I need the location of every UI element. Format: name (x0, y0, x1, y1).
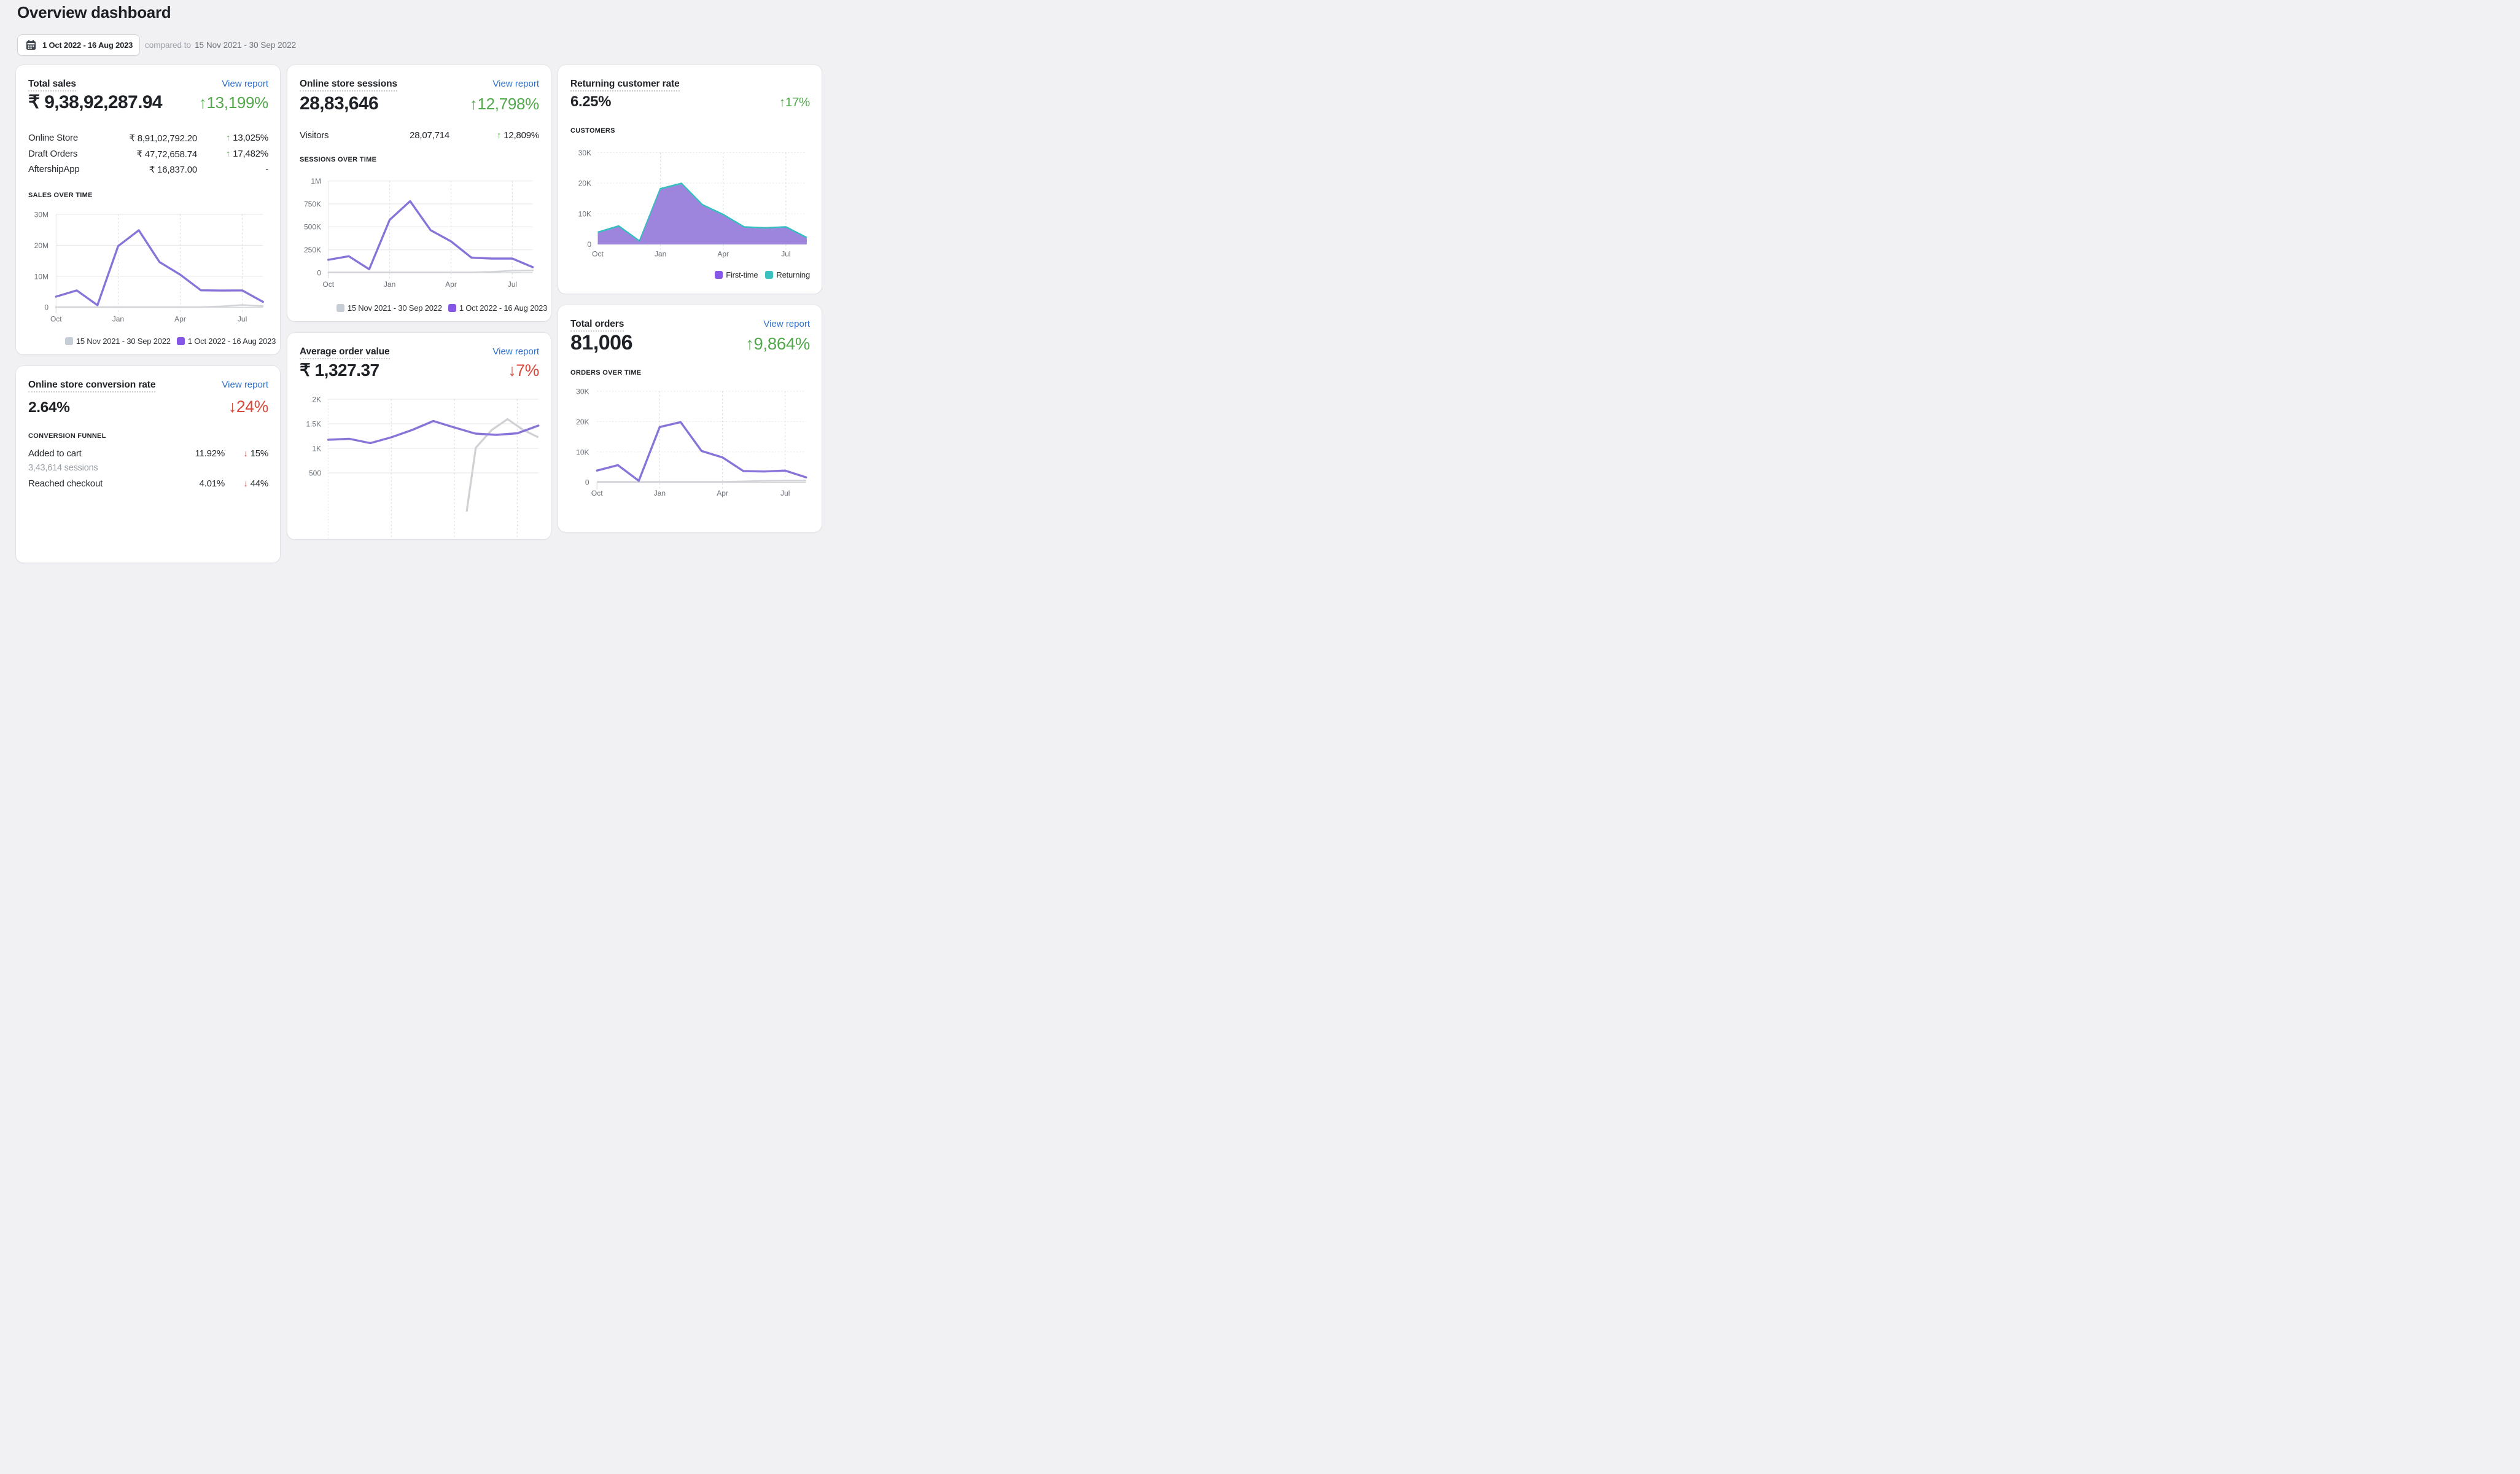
svg-text:Jan: Jan (112, 314, 124, 323)
svg-text:0: 0 (587, 240, 591, 249)
svg-text:Oct: Oct (322, 280, 334, 289)
svg-text:20K: 20K (578, 179, 591, 188)
svg-text:20K: 20K (576, 418, 589, 426)
svg-text:Jan: Jan (654, 489, 666, 497)
svg-text:Apr: Apr (717, 249, 729, 258)
svg-text:Jul: Jul (508, 280, 517, 289)
svg-text:10M: 10M (34, 272, 49, 281)
svg-text:250K: 250K (304, 246, 321, 254)
svg-text:1.5K: 1.5K (306, 419, 321, 428)
svg-text:Jul: Jul (238, 314, 247, 323)
svg-text:750K: 750K (304, 200, 321, 208)
svg-text:30K: 30K (576, 387, 589, 396)
svg-text:0: 0 (585, 478, 589, 487)
svg-text:500: 500 (309, 469, 321, 477)
svg-text:30M: 30M (34, 210, 49, 219)
svg-text:Apr: Apr (174, 314, 186, 323)
svg-text:20M: 20M (34, 241, 49, 250)
svg-text:0: 0 (44, 303, 49, 312)
svg-text:Jan: Jan (384, 280, 395, 289)
svg-text:10K: 10K (576, 448, 589, 456)
svg-text:1M: 1M (311, 177, 321, 185)
svg-text:2K: 2K (312, 395, 321, 404)
svg-text:Oct: Oct (592, 249, 604, 258)
svg-text:Jul: Jul (781, 249, 790, 258)
svg-text:Oct: Oct (591, 489, 603, 497)
svg-text:Jul: Jul (780, 489, 790, 497)
svg-text:Apr: Apr (717, 489, 728, 497)
svg-text:0: 0 (317, 268, 321, 277)
svg-text:1K: 1K (312, 444, 321, 453)
svg-text:500K: 500K (304, 223, 321, 232)
svg-text:30K: 30K (578, 149, 591, 157)
svg-text:Jan: Jan (655, 249, 666, 258)
svg-text:Oct: Oct (50, 314, 62, 323)
svg-text:10K: 10K (578, 209, 591, 218)
svg-text:Apr: Apr (445, 280, 457, 289)
